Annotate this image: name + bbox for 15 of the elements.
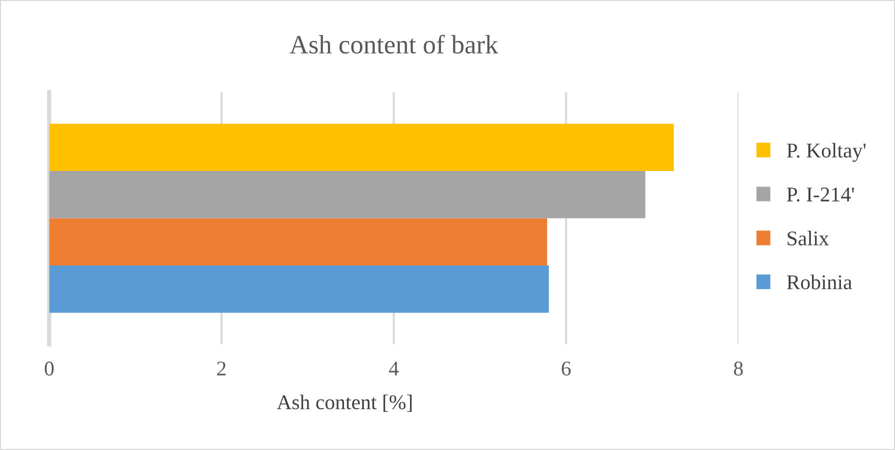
x-tick-label: 0 — [44, 362, 54, 376]
bar — [49, 171, 646, 218]
x-axis-title: Ash content [%] — [276, 394, 412, 412]
chart-title: Ash content of bark — [290, 34, 498, 54]
bar — [49, 266, 549, 313]
legend-label: Salix — [788, 230, 829, 246]
x-tick-label: 2 — [217, 362, 226, 376]
x-tick-label: 4 — [389, 362, 399, 376]
legend-label: P. I-214' — [786, 188, 854, 202]
x-tick-label: 8 — [734, 362, 743, 376]
x-tick-label: 6 — [562, 362, 571, 376]
bar — [49, 218, 548, 266]
legend-label: P. Koltay' — [786, 142, 866, 162]
bar — [49, 124, 674, 171]
legend-label: Robinia — [786, 274, 852, 290]
